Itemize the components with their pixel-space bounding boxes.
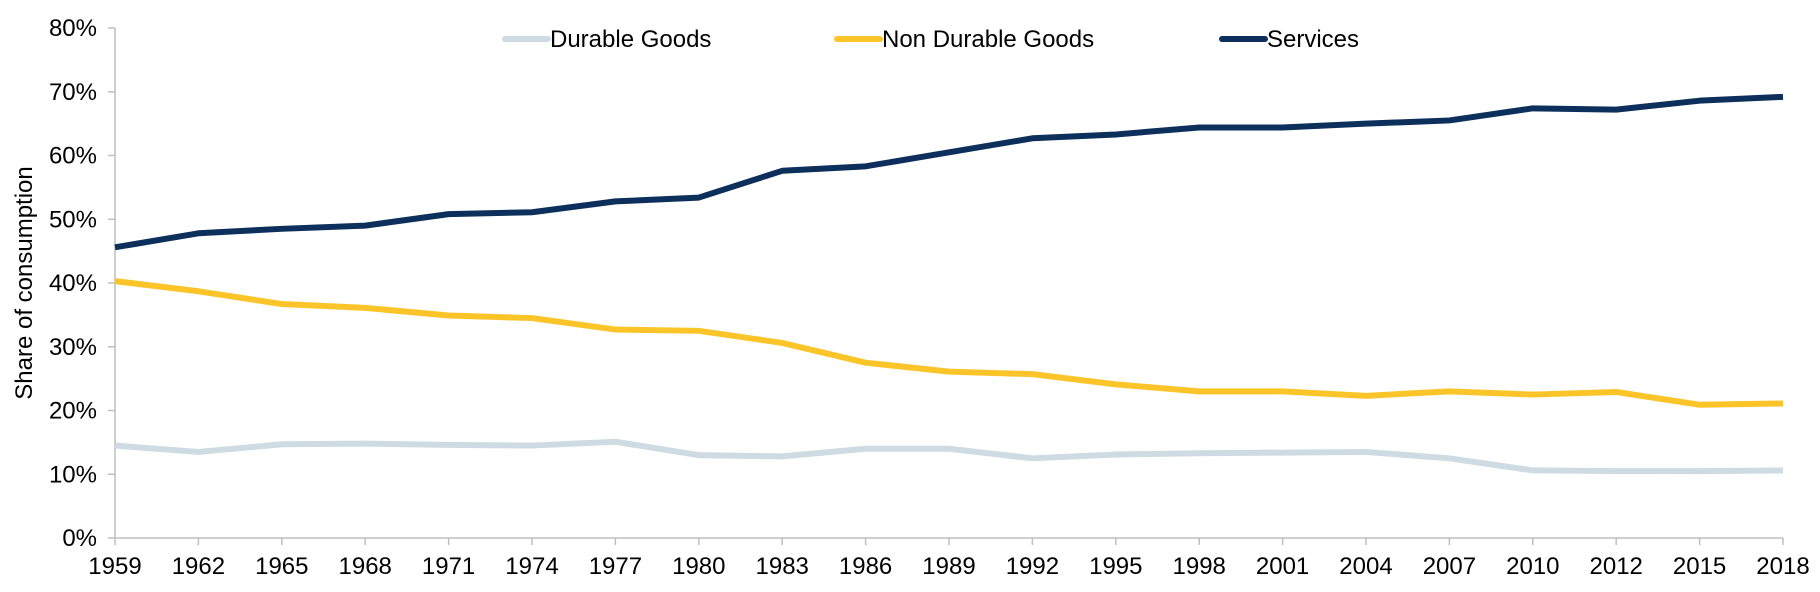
x-tick-label: 2010 bbox=[1506, 553, 1559, 580]
y-tick-label: 20% bbox=[49, 398, 97, 425]
x-tick-label: 2004 bbox=[1339, 553, 1392, 580]
x-tick-label: 2015 bbox=[1673, 553, 1726, 580]
legend-label: Durable Goods bbox=[550, 26, 711, 53]
x-tick-label: 1974 bbox=[505, 553, 558, 580]
y-tick-label: 10% bbox=[49, 461, 97, 488]
series-line-durable-goods bbox=[114, 438, 1784, 475]
x-tick-label: 2001 bbox=[1256, 553, 1309, 580]
x-tick-label: 1965 bbox=[255, 553, 308, 580]
x-tick-label: 1983 bbox=[756, 553, 809, 580]
y-tick-label: 70% bbox=[49, 79, 97, 106]
x-tick-label: 1989 bbox=[922, 553, 975, 580]
axes bbox=[114, 28, 1783, 539]
x-tick-label: 2012 bbox=[1590, 553, 1643, 580]
y-tick-label: 40% bbox=[49, 270, 97, 297]
x-tick-label: 1998 bbox=[1173, 553, 1226, 580]
series-lines bbox=[114, 93, 1784, 475]
legend-label: Services bbox=[1267, 26, 1359, 53]
y-tick-label: 50% bbox=[49, 206, 97, 233]
x-tick-label: 1992 bbox=[1006, 553, 1059, 580]
y-tick-label: 80% bbox=[49, 15, 97, 42]
y-axis-ticks: 0% 10% 20% 30% 40% 50% 60% 70% 80% bbox=[49, 15, 115, 552]
legend: Durable Goods Non Durable Goods Services bbox=[502, 26, 1359, 53]
y-tick-label: 0% bbox=[62, 525, 97, 552]
x-tick-label: 1995 bbox=[1089, 553, 1142, 580]
x-tick-label: 1986 bbox=[839, 553, 892, 580]
x-tick-label: 1959 bbox=[88, 553, 141, 580]
x-tick-label: 1971 bbox=[422, 553, 475, 580]
y-tick-label: 30% bbox=[49, 334, 97, 361]
y-tick-label: 60% bbox=[49, 143, 97, 170]
legend-label: Non Durable Goods bbox=[882, 26, 1094, 53]
y-axis-title: Share of consumption bbox=[11, 166, 38, 399]
series-line-non-durable-goods bbox=[114, 278, 1784, 408]
series-line-services bbox=[114, 93, 1784, 251]
x-tick-label: 1968 bbox=[339, 553, 392, 580]
x-tick-label: 1962 bbox=[172, 553, 225, 580]
x-axis-ticks: 1959 1962 1965 1968 1971 1974 1977 1980 1983 1986… bbox=[88, 538, 1810, 580]
x-tick-label: 2018 bbox=[1756, 553, 1809, 580]
x-tick-label: 1980 bbox=[672, 553, 725, 580]
x-tick-label: 2007 bbox=[1423, 553, 1476, 580]
x-tick-label: 1977 bbox=[589, 553, 642, 580]
